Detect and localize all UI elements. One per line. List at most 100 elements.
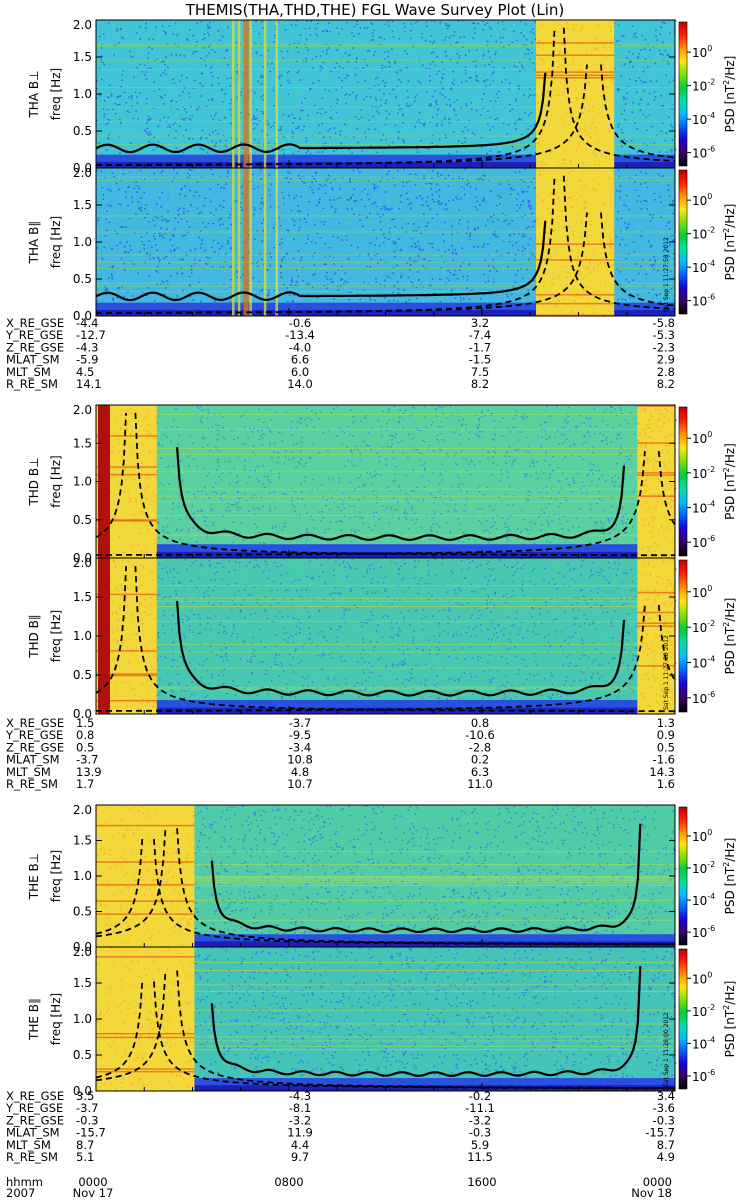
colorbar-tick-label: 100 bbox=[692, 430, 712, 446]
burst-column bbox=[275, 168, 278, 316]
y-tick-label: 1.0 bbox=[73, 87, 92, 101]
chart-title: THEMIS(THA,THD,THE) FGL Wave Survey Plot… bbox=[185, 1, 565, 19]
orbit-row-label: MLT_SM bbox=[6, 765, 51, 779]
high-psd-line bbox=[536, 259, 615, 261]
y-tick-label: 0.0 bbox=[73, 161, 92, 175]
harmonic-line bbox=[96, 605, 675, 607]
harmonic-line bbox=[96, 68, 675, 70]
y-axis-label: freq [Hz] bbox=[49, 216, 63, 268]
orbit-row-label: X_RE_GSE bbox=[6, 316, 64, 330]
end-date-label: Nov 18 bbox=[631, 1186, 672, 1200]
time-tick-label: 0000 bbox=[78, 1175, 107, 1189]
harmonic-line bbox=[96, 179, 675, 181]
harmonic-line bbox=[96, 414, 675, 416]
harmonic-line bbox=[96, 285, 675, 287]
panel-label: THE B⊥ bbox=[27, 853, 41, 900]
harmonic-line bbox=[96, 495, 675, 497]
harmonic-line bbox=[96, 135, 675, 137]
orbit-row-label: MLT_SM bbox=[6, 365, 51, 379]
orbit-value: 2.8 bbox=[657, 365, 675, 379]
orbit-value: 5.9 bbox=[471, 1138, 489, 1152]
harmonic-line bbox=[96, 878, 675, 880]
high-psd-line bbox=[96, 1070, 195, 1073]
burst-column bbox=[232, 20, 235, 168]
harmonic-frequency-curve bbox=[95, 828, 675, 945]
start-date-label: Nov 17 bbox=[73, 1186, 114, 1200]
high-psd-speckle bbox=[637, 558, 677, 715]
orbit-value: -9.5 bbox=[289, 728, 311, 742]
orbit-value: -0.3 bbox=[469, 1126, 491, 1140]
orbit-value: -15.7 bbox=[76, 1126, 106, 1140]
high-psd-line bbox=[637, 665, 675, 667]
y-tick-label: 0.0 bbox=[73, 309, 92, 323]
panel-label: THD B∥ bbox=[27, 614, 41, 659]
cyclotron-frequency-curve bbox=[95, 72, 547, 154]
colorbar-tick-label: 10-2 bbox=[692, 1003, 715, 1019]
colorbar-tick-label: 100 bbox=[692, 584, 712, 600]
harmonic-line bbox=[96, 1040, 675, 1042]
orbit-value: -2.8 bbox=[469, 740, 491, 754]
y-tick-label: 2.0 bbox=[73, 556, 92, 570]
colorbar-tick-label: 10-6 bbox=[692, 1068, 715, 1084]
colorbar-tick-label: 10-2 bbox=[692, 78, 715, 94]
spectrogram-panel-the-perp: 0.0 0.5 1.0 1.5 2.0 THE B⊥ freq [Hz] 100 10-2 10-… bbox=[27, 803, 737, 954]
high-psd-speckle bbox=[637, 405, 677, 558]
y-axis-label: freq [Hz] bbox=[49, 68, 63, 120]
orbit-value: -3.2 bbox=[469, 1113, 491, 1127]
harmonic-line bbox=[96, 877, 675, 879]
harmonic-line bbox=[96, 864, 675, 866]
high-psd-line bbox=[96, 673, 157, 675]
orbit-value: -3.6 bbox=[653, 1101, 675, 1115]
high-psd-line bbox=[96, 824, 195, 827]
harmonic-line bbox=[96, 597, 675, 599]
harmonic-line bbox=[96, 1023, 675, 1025]
high-psd-line bbox=[637, 474, 675, 476]
orbit-row-label: MLAT_SM bbox=[6, 1126, 60, 1140]
high-psd-line bbox=[96, 1032, 195, 1035]
orbit-row-label: Y_RE_GSE bbox=[5, 728, 63, 742]
burst-column bbox=[243, 168, 249, 316]
orbit-value: 13.9 bbox=[76, 765, 102, 779]
harmonic-line bbox=[96, 43, 675, 45]
time-tick-label: 1600 bbox=[467, 1175, 496, 1189]
cyclotron-frequency-curve bbox=[176, 447, 626, 542]
orbit-value: -2.3 bbox=[653, 340, 675, 354]
orbit-value: -3.7 bbox=[76, 1101, 98, 1115]
orbit-table: X_RE_GSE 3.5 -4.3 -0.2 3.4 Y_RE_GSE -3.7 -8.1 -1… bbox=[5, 1089, 675, 1164]
harmonic-line bbox=[96, 876, 675, 878]
burst-column bbox=[249, 168, 252, 316]
high-psd-line bbox=[637, 495, 675, 497]
colorbar-tick-label: 10-6 bbox=[692, 690, 715, 706]
orbit-value: -4.3 bbox=[289, 1089, 311, 1103]
orbit-row-label: MLAT_SM bbox=[6, 753, 60, 767]
orbit-value: -3.2 bbox=[289, 1113, 311, 1127]
orbit-value: 6.3 bbox=[471, 765, 489, 779]
high-psd-line bbox=[637, 611, 675, 614]
high-psd-line bbox=[96, 519, 157, 521]
time-tick-label: 0000 bbox=[643, 1175, 672, 1189]
orbit-value: 0.8 bbox=[471, 716, 489, 730]
high-psd-line bbox=[536, 42, 615, 44]
high-psd-region bbox=[637, 558, 675, 714]
spectrogram-panel-tha-perp: 0.0 0.5 1.0 1.5 2.0 THA B⊥ freq [Hz] 100 10-2 10-… bbox=[27, 18, 737, 175]
creation-timestamp: Sat Sep 1 11:27:58 2012 bbox=[663, 237, 670, 312]
colorbar bbox=[678, 406, 688, 557]
high-psd-line bbox=[96, 884, 195, 886]
colorbar-tick-label: 100 bbox=[692, 828, 712, 844]
orbit-value: -1.5 bbox=[469, 353, 491, 367]
colorbar-tick-label: 10-4 bbox=[692, 111, 715, 127]
orbit-value: -5.9 bbox=[76, 353, 98, 367]
y-tick-label: 0.0 bbox=[73, 1084, 92, 1098]
high-psd-line bbox=[96, 699, 157, 702]
orbit-value: 6.6 bbox=[291, 353, 309, 367]
y-tick-label: 0.5 bbox=[73, 905, 92, 919]
orbit-value: 10.7 bbox=[287, 777, 313, 791]
orbit-value: -3.7 bbox=[289, 716, 311, 730]
harmonic-line bbox=[96, 1036, 675, 1038]
orbit-table: X_RE_GSE 1.5 -3.7 0.8 1.3 Y_RE_GSE 0.8 -9.5 -10.… bbox=[5, 716, 675, 791]
orbit-value: -7.4 bbox=[469, 328, 491, 342]
high-psd-line bbox=[96, 900, 195, 902]
colorbar bbox=[678, 169, 688, 315]
y-tick-label: 1.5 bbox=[73, 436, 92, 450]
orbit-value: -3.7 bbox=[76, 753, 98, 767]
